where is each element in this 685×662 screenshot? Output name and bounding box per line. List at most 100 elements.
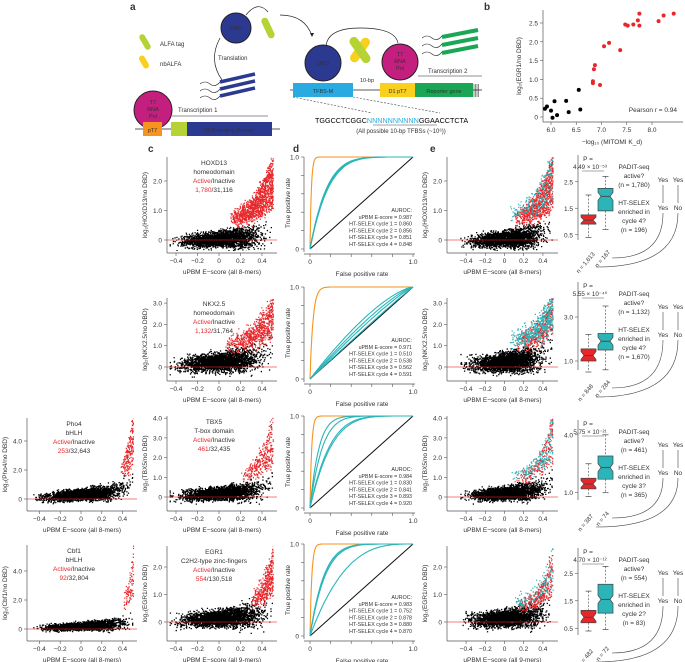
p-value: 4.70 × 10⁻¹² [573, 557, 606, 564]
y-axis-label: log₂(NKX2.5/no DBD) [422, 308, 429, 371]
x-tick-label: −0.4 [460, 386, 473, 393]
tf-name: HOXD13 [201, 160, 227, 167]
x-tick-label: 7.5 [622, 127, 631, 134]
inactive-points [169, 336, 273, 378]
legend-selex: HT-SELEX cycle 1 = 0.752 [349, 609, 412, 615]
active-points [251, 546, 274, 609]
y-tick-label: 1.0 [290, 414, 299, 421]
x-axis-label: uPBM E−score (all 8-mers) [463, 269, 541, 276]
active-word: Active [193, 437, 211, 444]
inactive-count: 31,116 [213, 187, 233, 194]
inactive-points [33, 473, 134, 505]
y-tick-label: 1.0 [433, 592, 442, 599]
y-axis-label: True positive rate [285, 565, 292, 615]
d1-pt7-box [380, 83, 415, 97]
t7-label: Pol [149, 114, 157, 120]
y-tick-label: 0 [295, 506, 299, 513]
x-tick-label: 0.2 [519, 646, 528, 653]
inactive-count: 130,518 [209, 576, 233, 583]
zoom-line [292, 96, 373, 114]
y-tick-label: 2.0 [153, 565, 162, 572]
x-tick-label: 0.4 [538, 646, 547, 653]
y-tick-label: 0 [438, 238, 442, 245]
tfbs-m-box [293, 83, 353, 97]
panel-label-e: e [430, 144, 436, 155]
padit-question: active? [624, 438, 645, 445]
legend-title: AUROC: [391, 208, 412, 214]
x-tick-label: 0.4 [257, 646, 266, 653]
p-label: P = [583, 283, 593, 290]
legend-selex: HT-SELEX cycle 2 = 0.878 [349, 615, 412, 621]
data-point [635, 18, 640, 23]
n-red: n = 482 [577, 648, 595, 662]
upbm-roc-curve [309, 286, 413, 379]
x-axis-label: uPBM E−score (all 8-mers) [43, 527, 121, 534]
x-tick-label: 6.0 [546, 127, 555, 134]
data-point [592, 63, 597, 68]
inactive-word: /Inactive [211, 567, 236, 574]
data-point [637, 23, 642, 28]
y-tick-label: 0 [295, 247, 299, 254]
y-tick-label: 4.0 [153, 416, 162, 423]
y-tick-label: 0 [18, 627, 22, 634]
y-tick-label: 2.0 [13, 598, 22, 605]
legend-title: AUROC: [391, 595, 412, 601]
n-teal: n = 284 [594, 379, 612, 399]
x-tick-label: 0 [308, 389, 312, 396]
x-tick-label: −0.4 [170, 258, 183, 265]
legend-selex: HT-SELEX cycle 3 = 0.893 [349, 494, 412, 500]
y-axis-label: log₂(EGR1/no DBD) [142, 565, 149, 623]
y-axis-label: log₂(EGR1/no DBD) [516, 37, 523, 95]
nbalfa-icon [139, 55, 149, 69]
x-axis-label: −log₁₀ (MITOMI K_d) [582, 139, 642, 146]
data-point [566, 110, 571, 115]
points [33, 418, 135, 505]
connector-curve [611, 212, 664, 259]
padit-yes: Yes [673, 177, 684, 184]
sequence-note: (All possible 10-bp TFBSs (~10⁶)) [356, 128, 446, 135]
panel-e-row-2: −0.4 −0.2 0 0.2 0.4 0 1.0 2.0 3.0 uPBM E−score (a… [422, 282, 684, 404]
points [169, 157, 274, 251]
panel-label-a: a [130, 2, 136, 13]
x-tick-label: 0.4 [118, 516, 127, 523]
n-red: n = 1,613 [576, 251, 597, 275]
y-axis-label: log₂(Pho4/no DBD) [2, 437, 9, 492]
legend-selex: HT-SELEX cycle 4 = 0.848 [349, 242, 412, 248]
y-tick-label: 0 [158, 238, 162, 245]
padit-question: active? [624, 173, 645, 180]
y-tick-label: 0 [295, 377, 299, 384]
data-point [550, 115, 555, 120]
mrna-strand [219, 86, 256, 98]
box-y-tick-label: 1.5 [564, 598, 573, 605]
selex-question: HT-SELEX [618, 200, 650, 207]
selex-question: HT-SELEX [618, 593, 650, 600]
legend-selex: HT-SELEX cycle 2 = 0.538 [349, 358, 412, 364]
active-points [241, 417, 274, 487]
y-tick-label: 0 [438, 620, 442, 627]
inactive-count: 32,804 [69, 575, 89, 582]
inactive-word: /Inactive [71, 439, 96, 446]
legend-selex: HT-SELEX cycle 1 = 0.830 [349, 481, 412, 487]
selex-roc-curve [309, 156, 413, 250]
x-tick-label: −0.2 [54, 646, 67, 653]
inactive-word: /Inactive [211, 437, 236, 444]
y-tick-label: 1.5 [529, 58, 538, 65]
x-tick-label: 0.4 [257, 386, 266, 393]
padit-yes: Yes [658, 570, 669, 577]
selex-question: enriched in [618, 336, 650, 343]
reporter-mrna [441, 36, 479, 47]
box-y-tick-label: 2.5 [564, 571, 573, 578]
selex-roc-curve [309, 415, 413, 508]
box-not-enriched [580, 214, 597, 225]
y-tick-label: 1.0 [153, 343, 162, 350]
x-axis-label: uPBM E−score (all 8-mers) [183, 269, 261, 276]
points [460, 416, 554, 505]
y-axis-label: log₂(TBX5/no DBD) [422, 435, 429, 491]
active-word: Active [53, 566, 71, 573]
reporter-mrna-tail [421, 43, 443, 48]
active-count: 253 [58, 448, 69, 455]
y-tick-label: 0 [158, 620, 162, 627]
y-tick-label: 1.0 [433, 343, 442, 350]
data-point [590, 79, 595, 84]
